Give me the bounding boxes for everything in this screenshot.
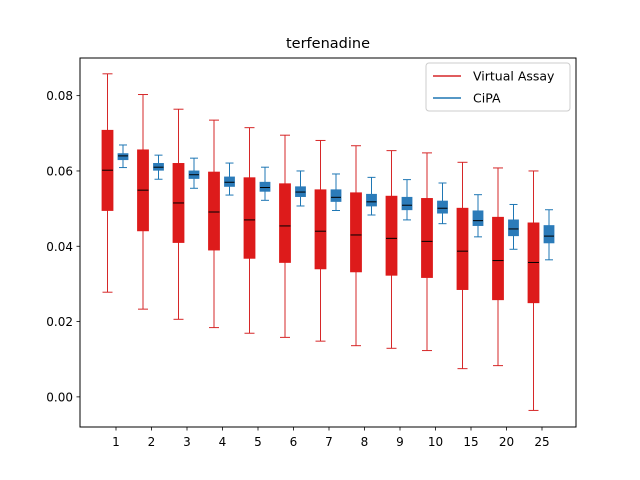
x-tick-label: 25 (534, 435, 549, 449)
box-iqr (243, 177, 256, 259)
box-iqr (330, 189, 342, 202)
x-tick-label: 9 (396, 435, 404, 449)
x-tick-label: 1 (112, 435, 120, 449)
box-cipa-2 (153, 154, 164, 180)
legend-label-virtual-assay: Virtual Assay (473, 69, 555, 84)
box-cipa-10 (437, 182, 448, 225)
box-iqr (279, 183, 291, 263)
box-virtual-assay-20 (492, 167, 504, 367)
legend-frame (425, 62, 571, 112)
y-tick-label: 0.02 (46, 315, 73, 329)
box-virtual-assay-1 (101, 73, 114, 293)
box-virtual-assay-4 (208, 119, 220, 329)
box-cipa-7 (330, 173, 342, 211)
legend: Virtual Assay CiPA (425, 62, 571, 112)
box-cipa-25 (543, 209, 555, 261)
box-virtual-assay-10 (421, 152, 433, 352)
box-virtual-assay-9 (385, 150, 398, 349)
box-iqr (508, 219, 519, 237)
box-virtual-assay-6 (279, 134, 291, 338)
box-iqr (385, 195, 398, 276)
x-axis: 1 2 3 4 5 6 7 8 9 10 15 20 25 (112, 427, 550, 449)
box-iqr (543, 225, 555, 244)
box-cipa-9 (401, 179, 413, 221)
box-iqr (208, 171, 220, 251)
chart-title: terfenadine (286, 36, 370, 52)
y-tick-label: 0.06 (46, 164, 73, 178)
x-tick-label: 6 (290, 435, 298, 449)
box-cipa-1 (117, 144, 129, 169)
x-tick-label: 8 (361, 435, 369, 449)
y-axis: 0.00 0.02 0.04 0.06 0.08 (46, 89, 80, 404)
box-cipa-8 (366, 176, 377, 216)
x-tick-label: 5 (254, 435, 262, 449)
box-cipa-20 (508, 203, 519, 250)
y-tick-label: 0.08 (46, 89, 73, 103)
box-iqr (421, 198, 433, 278)
x-tick-label: 2 (148, 435, 156, 449)
box-iqr (366, 193, 377, 207)
box-iqr (492, 216, 504, 301)
plot-area-frame (79, 57, 577, 428)
x-tick-label: 10 (428, 435, 443, 449)
box-plot-marks (101, 73, 555, 411)
box-iqr (259, 181, 271, 192)
x-tick-label: 20 (499, 435, 514, 449)
box-virtual-assay-15 (456, 161, 469, 370)
box-virtual-assay-2 (137, 94, 149, 310)
box-iqr (401, 196, 413, 211)
x-tick-label: 4 (219, 435, 227, 449)
box-virtual-assay-7 (314, 139, 327, 342)
box-iqr (456, 207, 469, 290)
box-cipa-3 (188, 157, 200, 189)
y-tick-label: 0.04 (46, 240, 73, 254)
x-tick-label: 3 (183, 435, 191, 449)
box-virtual-assay-3 (172, 108, 185, 320)
box-virtual-assay-5 (243, 127, 256, 334)
box-iqr (472, 210, 484, 226)
box-iqr (314, 189, 327, 270)
box-cipa-4 (224, 162, 235, 196)
box-cipa-5 (259, 166, 271, 201)
box-iqr (117, 153, 129, 161)
box-cipa-15 (472, 194, 484, 238)
box-iqr (437, 200, 448, 214)
x-tick-label: 15 (463, 435, 478, 449)
box-virtual-assay-8 (350, 145, 362, 347)
y-tick-label: 0.00 (46, 390, 73, 404)
legend-label-cipa: CiPA (473, 91, 501, 106)
box-cipa-6 (295, 170, 306, 207)
box-iqr (224, 176, 235, 187)
box-virtual-assay-25 (527, 170, 540, 411)
box-iqr (350, 192, 362, 273)
x-tick-label: 7 (325, 435, 333, 449)
